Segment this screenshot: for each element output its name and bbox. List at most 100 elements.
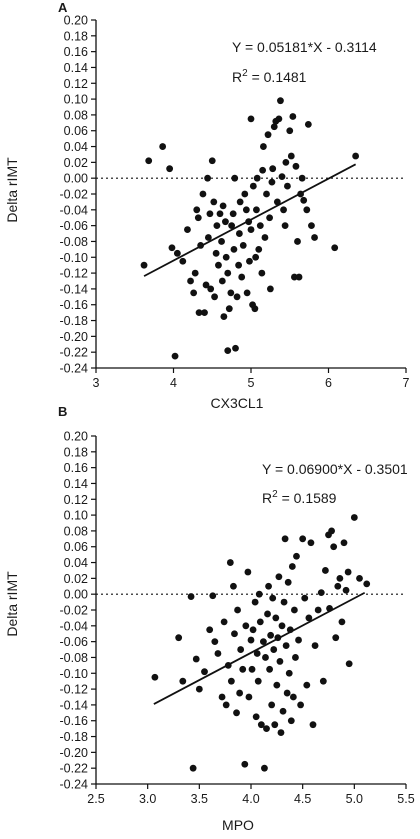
- data-point: [184, 226, 191, 233]
- x-tick-label: 5.0: [346, 792, 363, 806]
- data-point: [330, 543, 338, 551]
- data-point: [233, 709, 240, 717]
- data-point: [282, 642, 290, 649]
- data-point: [275, 115, 283, 123]
- data-point: [259, 166, 267, 174]
- data-point: [266, 214, 273, 222]
- y-tick-label: 0.08: [64, 524, 88, 538]
- data-point: [292, 162, 300, 170]
- data-point: [345, 660, 353, 668]
- data-point: [304, 121, 312, 128]
- data-point: [248, 665, 256, 673]
- y-tick-label: 0.20: [64, 14, 88, 28]
- y-axis-title: Delta rIMT: [4, 571, 20, 637]
- data-point: [218, 693, 226, 701]
- y-tick-label: -0.12: [60, 683, 89, 697]
- data-point: [255, 245, 263, 253]
- data-point: [299, 535, 307, 543]
- y-tick-label: -0.04: [60, 619, 89, 633]
- data-point: [206, 626, 214, 634]
- data-point: [238, 273, 246, 281]
- data-point: [269, 165, 277, 173]
- data-point: [275, 573, 283, 581]
- y-tick-label: -0.06: [60, 219, 89, 233]
- data-point: [301, 594, 309, 602]
- data-point: [263, 725, 270, 733]
- data-point: [224, 269, 232, 277]
- y-tick-label: -0.22: [60, 762, 89, 776]
- data-point: [293, 552, 300, 560]
- r-squared-label: R2 = 0.1481: [232, 68, 307, 85]
- y-tick-label: 0.14: [64, 477, 88, 491]
- x-tick-label: 3.5: [191, 792, 208, 806]
- data-point: [173, 249, 181, 257]
- r-squared-prefix: R: [232, 69, 242, 85]
- data-point: [336, 574, 344, 582]
- data-point: [309, 721, 317, 729]
- x-tick-label: 5.5: [397, 792, 414, 806]
- data-point: [260, 143, 267, 150]
- x-axis-title: CX3CL1: [211, 395, 264, 411]
- data-point: [187, 593, 195, 600]
- data-point: [201, 668, 208, 676]
- data-point: [245, 218, 253, 226]
- data-point: [289, 693, 297, 701]
- data-point: [270, 646, 278, 653]
- data-point: [145, 157, 153, 165]
- data-point: [256, 222, 264, 230]
- data-point: [271, 721, 279, 729]
- y-tick-label: 0.02: [64, 156, 88, 170]
- r-squared-value: = 0.1481: [248, 69, 307, 85]
- y-tick-label: 0.14: [64, 61, 88, 75]
- y-tick-label: -0.24: [60, 362, 89, 376]
- data-point: [220, 313, 228, 320]
- data-point: [222, 218, 229, 226]
- data-point: [282, 158, 290, 166]
- data-point: [204, 174, 212, 182]
- data-point: [319, 677, 327, 685]
- data-point: [215, 261, 222, 269]
- y-tick-label: 0.00: [64, 588, 88, 602]
- data-point: [264, 131, 272, 139]
- data-point: [224, 347, 232, 354]
- data-point: [322, 567, 329, 574]
- data-point: [261, 234, 269, 241]
- data-point: [241, 760, 249, 768]
- data-point: [166, 165, 174, 173]
- y-tick-label: -0.24: [60, 778, 89, 792]
- data-point: [334, 582, 342, 590]
- data-point: [245, 693, 253, 701]
- data-point: [234, 606, 241, 614]
- y-tick-label: 0.04: [64, 556, 88, 570]
- data-point: [277, 729, 285, 736]
- data-point: [328, 527, 335, 535]
- x-tick-label: 3: [93, 376, 100, 390]
- data-point: [253, 650, 261, 657]
- r-squared-superscript: 2: [272, 489, 278, 500]
- data-point: [209, 592, 217, 600]
- data-point: [286, 127, 294, 135]
- data-point: [276, 658, 284, 665]
- regression-equation: Y = 0.06900*X - 0.3501: [262, 461, 408, 477]
- data-point: [326, 605, 333, 612]
- data-point: [222, 253, 230, 261]
- data-point: [191, 269, 199, 277]
- data-point: [268, 178, 276, 186]
- data-point: [247, 226, 255, 233]
- data-point: [236, 689, 244, 697]
- data-point: [288, 563, 296, 570]
- data-point: [269, 594, 277, 602]
- data-point: [261, 764, 268, 772]
- data-point: [297, 190, 304, 198]
- data-point: [244, 568, 252, 576]
- panel-b: B Y = 0.06900*X - 0.3501 R2 = 0.1589 MPO…: [4, 404, 415, 833]
- data-point: [287, 717, 295, 725]
- data-point: [280, 598, 288, 606]
- data-point: [265, 582, 272, 590]
- data-point: [235, 261, 243, 269]
- data-point: [171, 352, 179, 360]
- data-point: [274, 634, 282, 642]
- data-point: [204, 234, 212, 241]
- r-squared-superscript: 2: [242, 68, 248, 79]
- data-point: [201, 309, 208, 317]
